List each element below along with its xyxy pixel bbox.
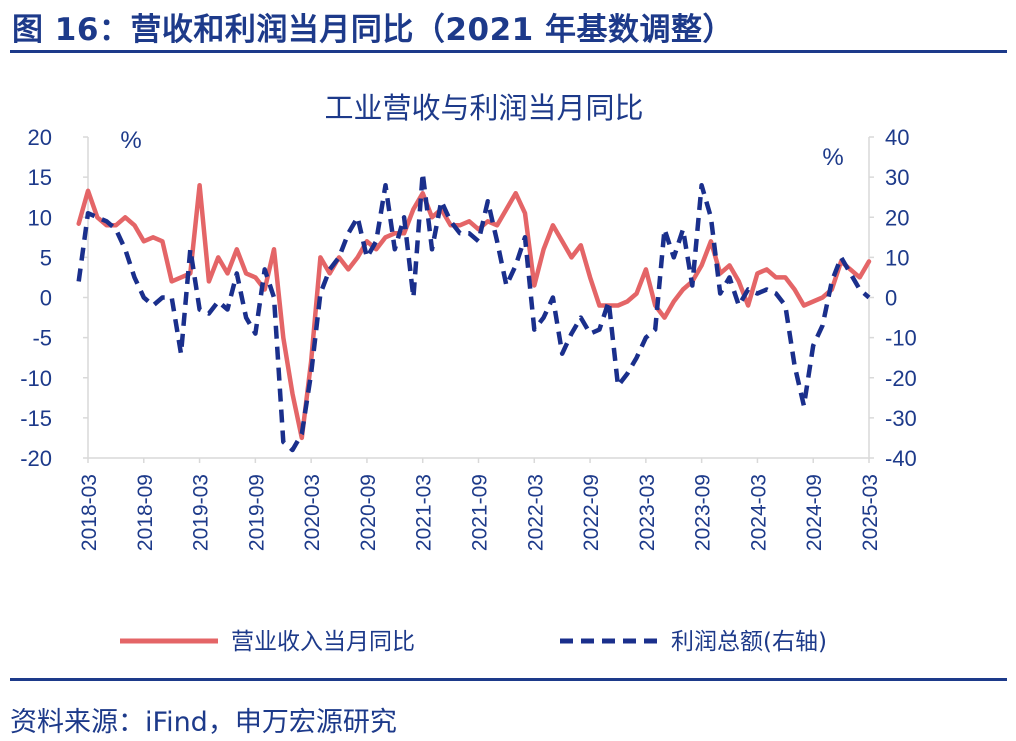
legend: 营业收入当月同比 利润总额(右轴) <box>120 629 827 655</box>
left-tick-label: 20 <box>28 125 52 150</box>
figure-title: 图 16：营收和利润当月同比（2021 年基数调整） <box>12 12 735 48</box>
chart-axes: 20 15 10 5 0 -5 -10 -15 -20 40 30 20 10 0 -10 -20 -30 -40… <box>20 125 917 551</box>
left-tick-label: 10 <box>28 205 52 230</box>
right-tick-label: 10 <box>885 245 909 270</box>
right-tick-label: 20 <box>885 205 909 230</box>
x-tick-label: 2023-03 <box>636 474 659 551</box>
right-tick-label: -10 <box>885 326 917 351</box>
left-tick-label: -10 <box>20 366 52 391</box>
x-tick-label: 2022-03 <box>524 474 547 551</box>
series-revenue-line <box>76 182 872 441</box>
source-rule <box>10 678 1007 681</box>
left-axis-unit: % <box>120 127 141 154</box>
left-tick-label: -15 <box>20 406 52 431</box>
right-tick-label: -20 <box>885 366 917 391</box>
x-tick-label: 2020-09 <box>357 474 380 551</box>
left-tick-label: 5 <box>40 245 52 270</box>
chart-series <box>76 170 872 453</box>
series-profit-line <box>76 170 871 453</box>
right-axis-unit: % <box>822 144 843 171</box>
right-tick-label: -30 <box>885 406 917 431</box>
left-tick-label: -5 <box>32 326 52 351</box>
x-tick-label: 2022-09 <box>580 474 603 551</box>
x-tick-label: 2018-03 <box>78 474 101 551</box>
x-tick-label: 2024-03 <box>747 474 770 551</box>
legend-profit-label: 利润总额(右轴) <box>671 629 827 655</box>
right-tick-label: 0 <box>885 286 897 311</box>
right-tick-label: -40 <box>885 446 917 471</box>
right-tick-label: 30 <box>885 165 909 190</box>
left-tick-label: -20 <box>20 446 52 471</box>
right-tick-label: 40 <box>885 125 909 150</box>
x-tick-label: 2020-03 <box>301 474 324 551</box>
source-note: 资料来源：iFind，申万宏源研究 <box>10 707 397 738</box>
x-tick-label: 2019-09 <box>245 474 268 551</box>
left-tick-label: 0 <box>40 286 52 311</box>
x-tick-label: 2018-09 <box>134 474 157 551</box>
legend-revenue-label: 营业收入当月同比 <box>231 629 415 655</box>
x-tick-label: 2019-03 <box>190 474 213 551</box>
x-tick-label: 2021-09 <box>469 474 492 551</box>
chart-title: 工业营收与利润当月同比 <box>324 91 643 125</box>
left-tick-label: 15 <box>28 165 52 190</box>
x-tick-label: 2025-03 <box>859 474 882 551</box>
title-rule <box>10 50 1007 53</box>
x-tick-label: 2023-09 <box>692 474 715 551</box>
x-tick-label: 2024-09 <box>803 474 826 551</box>
x-tick-label: 2021-03 <box>413 474 436 551</box>
